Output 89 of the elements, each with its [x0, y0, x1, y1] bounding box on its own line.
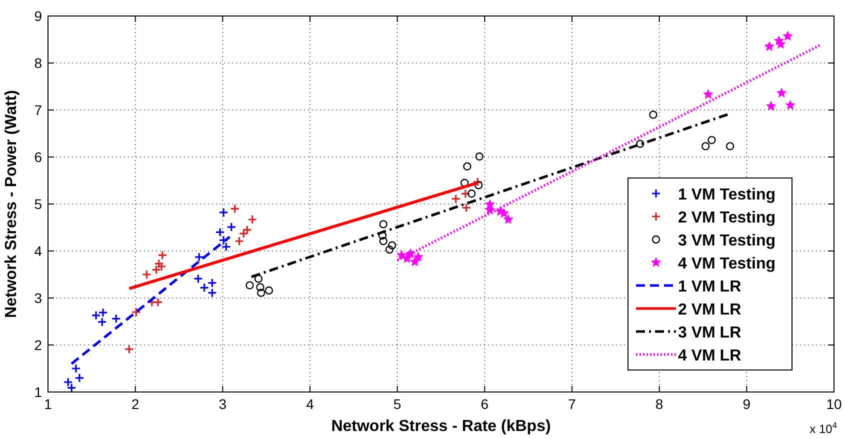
- y-tick-label: 9: [34, 8, 42, 24]
- y-tick-label: 1: [34, 384, 42, 400]
- point: [460, 188, 470, 198]
- point: [764, 41, 774, 51]
- x-tick-label: 10: [826, 396, 842, 412]
- legend-label: 3 VM LR: [678, 324, 742, 342]
- point: [413, 252, 424, 262]
- point: [702, 142, 710, 150]
- y-tick-label: 7: [34, 102, 42, 118]
- point: [256, 288, 266, 297]
- point: [215, 227, 225, 237]
- point: [766, 100, 776, 111]
- point: [462, 202, 472, 213]
- point: [776, 88, 787, 98]
- legend-label: 1 VM LR: [678, 278, 742, 296]
- point: [254, 274, 263, 283]
- x-tick-label: 7: [568, 396, 576, 412]
- point: [207, 288, 217, 298]
- point: [475, 152, 484, 161]
- point: [207, 278, 217, 288]
- x-tick-label: 2: [131, 396, 140, 412]
- point: [226, 222, 236, 232]
- point: [467, 190, 476, 198]
- point: [402, 253, 412, 263]
- point: [503, 214, 514, 224]
- point: [708, 136, 716, 144]
- y-tick-label: 3: [34, 290, 42, 306]
- point: [379, 237, 388, 246]
- point: [193, 274, 204, 284]
- point: [264, 286, 274, 295]
- point: [218, 208, 228, 218]
- legend-label: 4 VM Testing: [678, 256, 776, 272]
- y-tick-label: 6: [34, 149, 42, 165]
- point: [124, 344, 134, 354]
- point: [246, 281, 254, 290]
- point: [256, 283, 264, 292]
- point: [230, 204, 240, 214]
- point: [785, 100, 796, 110]
- legend-label: 1 VM Testing: [678, 186, 776, 204]
- point: [200, 282, 210, 292]
- point: [238, 228, 248, 238]
- point: [636, 140, 644, 148]
- point: [194, 252, 204, 262]
- point: [463, 162, 472, 170]
- point: [98, 308, 108, 318]
- point: [158, 250, 168, 260]
- legend-label: 4 VM LR: [678, 348, 742, 364]
- x-tick-label: 1: [44, 396, 52, 412]
- x-tick-label: 8: [655, 396, 664, 412]
- x-axis-title: Network Stress - Rate (kBps): [331, 418, 551, 435]
- x-tick-label: 5: [393, 396, 402, 412]
- point: [156, 262, 166, 272]
- y-tick-label: 4: [34, 243, 42, 259]
- point: [234, 236, 244, 246]
- text: x 10$^{4}$: [810, 420, 838, 436]
- x-tick-label: 9: [742, 396, 751, 412]
- point: [242, 225, 252, 235]
- point: [451, 194, 461, 204]
- point: [776, 38, 786, 48]
- legend-label: 2 VM LR: [678, 302, 742, 318]
- point: [153, 297, 163, 308]
- point: [782, 30, 793, 41]
- point: [151, 265, 162, 275]
- point: [379, 220, 388, 228]
- point: [484, 199, 495, 209]
- point: [388, 241, 396, 250]
- point: [71, 364, 81, 374]
- point: [154, 258, 164, 268]
- x-tick-label: 6: [480, 396, 489, 412]
- y-tick-label: 8: [34, 55, 42, 71]
- point: [726, 142, 734, 150]
- point: [248, 214, 258, 224]
- y-axis-title: Network Stress - Power (Watt): [3, 90, 20, 318]
- x-tick-label: 3: [218, 396, 227, 412]
- point: [385, 245, 394, 254]
- point: [460, 178, 469, 187]
- y-tick-label: 5: [34, 196, 42, 212]
- point: [472, 177, 482, 187]
- legend-label: 3 VM Testing: [678, 232, 776, 250]
- point: [649, 110, 658, 119]
- point: [703, 89, 714, 99]
- x-tick-label: 4: [306, 396, 314, 412]
- point: [74, 373, 84, 383]
- y-tick-label: 2: [34, 337, 42, 353]
- point: [474, 181, 483, 190]
- point: [111, 314, 121, 324]
- point: [142, 270, 152, 280]
- legend-label: 2 VM Testing: [678, 210, 776, 226]
- point: [131, 307, 142, 317]
